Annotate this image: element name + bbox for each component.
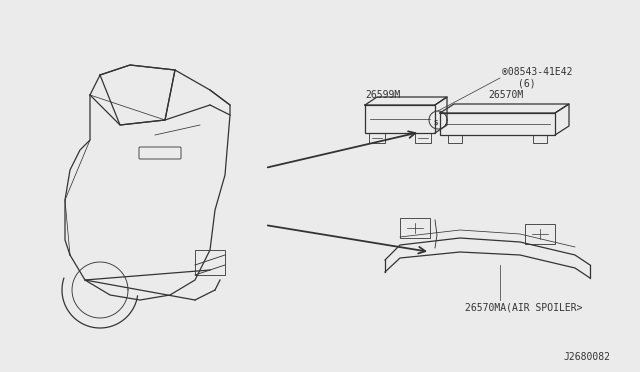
Text: J2680082: J2680082: [563, 352, 610, 362]
Bar: [525, 224, 555, 244]
Bar: [533, 135, 547, 143]
Text: ®08543-41E42: ®08543-41E42: [502, 67, 573, 77]
Text: (6): (6): [518, 78, 536, 88]
Text: 26570MA(AIR SPOILER>: 26570MA(AIR SPOILER>: [465, 302, 582, 312]
Text: S: S: [434, 120, 438, 126]
Text: 26599M: 26599M: [365, 90, 400, 100]
Text: 26570M: 26570M: [488, 90, 524, 100]
Bar: [448, 135, 462, 143]
Bar: [400, 218, 430, 238]
Bar: [415, 133, 431, 143]
Bar: [369, 133, 385, 143]
